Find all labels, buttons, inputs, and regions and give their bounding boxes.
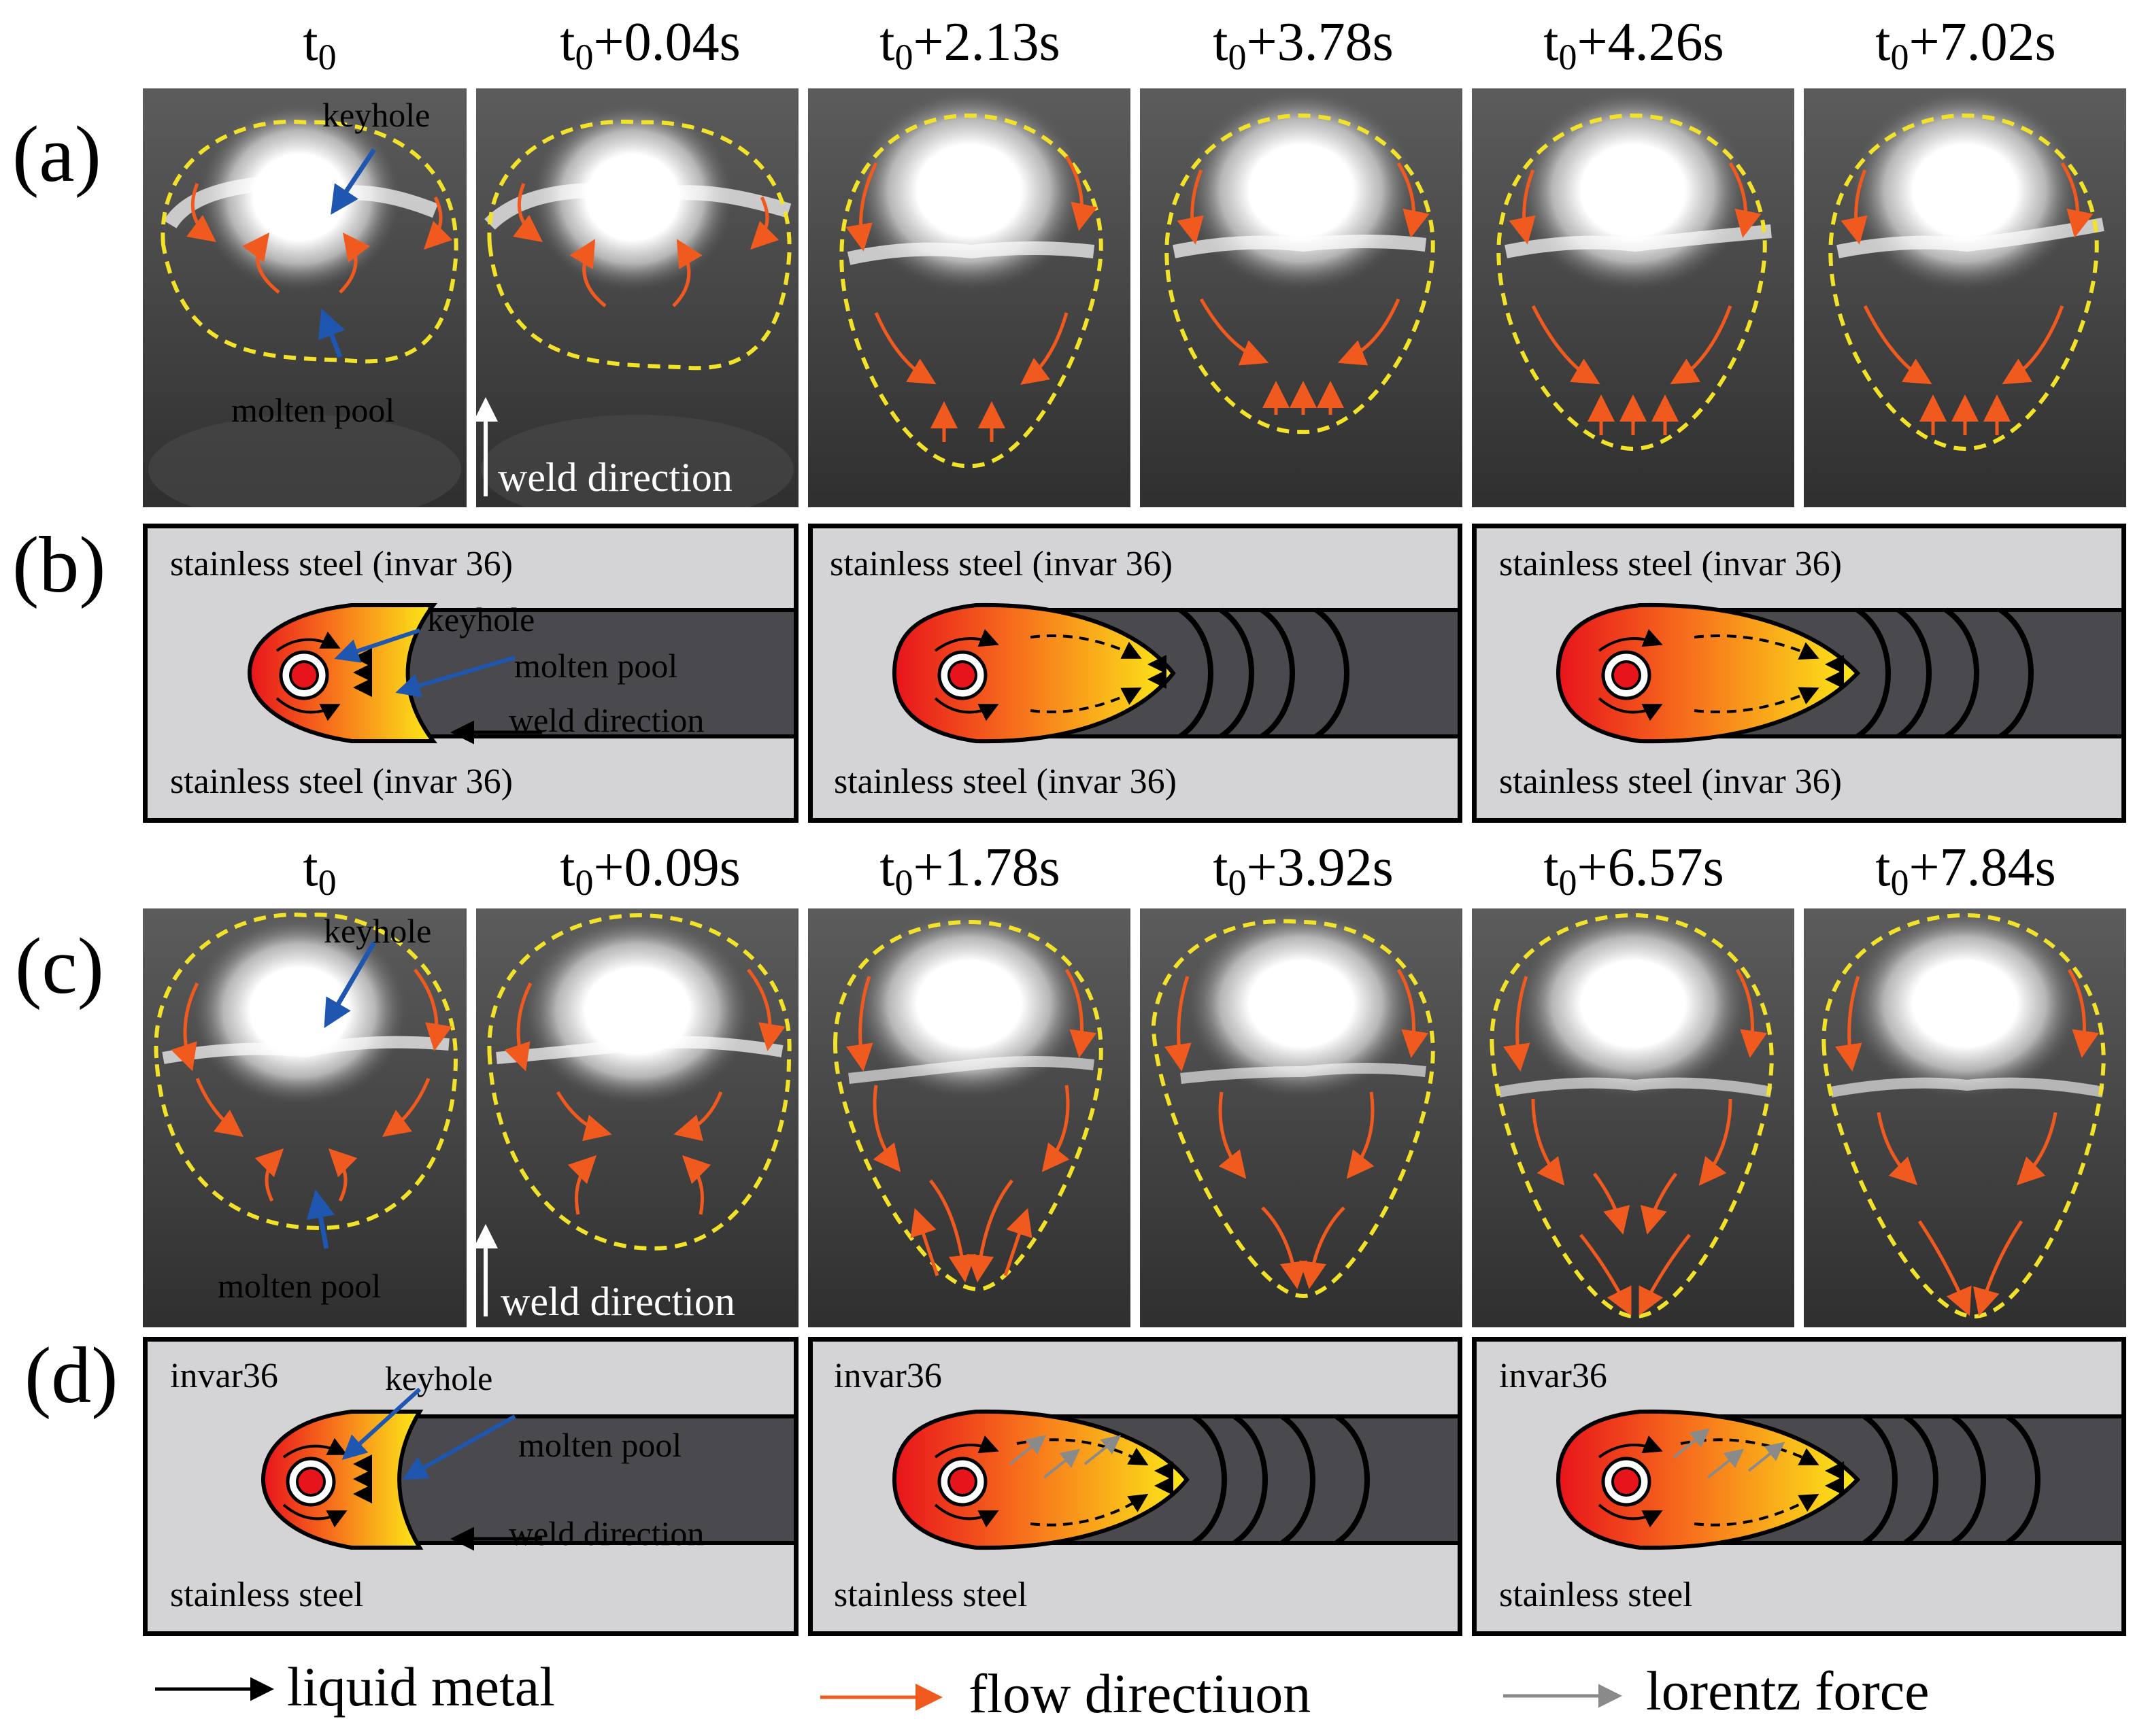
time-label: t0+4.26s — [1543, 12, 1724, 78]
weld-photo-a1 — [143, 88, 467, 507]
legend-liquid-metal-arrow — [148, 1669, 284, 1709]
legend-liquid-metal-label: liquid metal — [287, 1656, 555, 1718]
panel-label-a: (a) — [12, 109, 101, 199]
time-label: t0+0.09s — [560, 838, 741, 903]
weld-photo-a5 — [1472, 88, 1794, 507]
time-label: t0+7.84s — [1875, 838, 2056, 903]
top-material-label: stainless steel (invar 36) — [170, 545, 513, 583]
weld-direction-label: weld direction — [498, 455, 733, 500]
time-label: t0+1.78s — [879, 838, 1060, 903]
schematic-d2 — [808, 1337, 1462, 1636]
weld-direction-label: weld direction — [509, 1514, 705, 1552]
weld-photo-c4 — [1140, 908, 1462, 1327]
molten-pool-label: molten pool — [218, 1267, 382, 1305]
top-material-label: stainless steel (invar 36) — [1499, 545, 1842, 583]
time-label: t0+7.02s — [1875, 12, 2056, 78]
time-label: t0 — [303, 838, 337, 903]
bottom-material-label: stainless steel (invar 36) — [1499, 762, 1842, 801]
panel-label-d: (d) — [24, 1331, 118, 1420]
keyhole-label: keyhole — [322, 96, 431, 134]
time-label: t0+3.92s — [1213, 838, 1394, 903]
keyhole-label: keyhole — [385, 1359, 493, 1397]
legend-lorentz-force-label: lorentz force — [1646, 1660, 1930, 1722]
weld-direction-label: weld direction — [509, 701, 705, 739]
panel-label-b: (b) — [12, 520, 106, 609]
top-material-label: invar36 — [170, 1357, 278, 1395]
top-material-label: invar36 — [1499, 1357, 1607, 1395]
weld-photo-a4 — [1140, 88, 1462, 507]
legend-flow-direction-label: flow directiuon — [969, 1663, 1311, 1724]
weld-photo-c1 — [143, 908, 467, 1327]
panel-label-c: (c) — [15, 921, 104, 1010]
keyhole-label: keyhole — [427, 600, 535, 639]
schematic-d3 — [1472, 1337, 2126, 1636]
bottom-material-label: stainless steel (invar 36) — [170, 762, 513, 801]
bottom-material-label: stainless steel — [1499, 1576, 1693, 1614]
keyhole-label: keyhole — [324, 912, 432, 950]
weld-photo-c2 — [476, 908, 799, 1327]
weld-photo-a3 — [808, 88, 1130, 507]
bottom-material-label: stainless steel (invar 36) — [834, 762, 1177, 801]
legend-flow-direction-arrow — [813, 1677, 950, 1718]
weld-photo-c5 — [1472, 908, 1794, 1327]
legend-lorentz-force-arrow — [1496, 1675, 1632, 1716]
time-label: t0 — [303, 12, 337, 78]
molten-pool-label: molten pool — [231, 391, 395, 429]
weld-photo-c3 — [808, 908, 1130, 1327]
molten-pool-label: molten pool — [518, 1426, 682, 1464]
time-label: t0+6.57s — [1543, 838, 1724, 903]
bottom-material-label: stainless steel — [170, 1576, 364, 1614]
top-material-label: invar36 — [834, 1357, 942, 1395]
top-material-label: stainless steel (invar 36) — [830, 545, 1173, 583]
weld-direction-label: weld direction — [501, 1279, 735, 1324]
weld-photo-c6 — [1804, 908, 2126, 1327]
molten-pool-label: molten pool — [514, 647, 678, 685]
time-label: t0+0.04s — [560, 12, 741, 78]
schematic-d1 — [143, 1337, 799, 1636]
schematic-b3 — [1472, 524, 2126, 823]
schematic-b1 — [143, 524, 799, 823]
weld-photo-a2 — [476, 88, 799, 507]
bottom-material-label: stainless steel — [834, 1576, 1028, 1614]
schematic-b2 — [808, 524, 1462, 823]
time-label: t0+2.13s — [879, 12, 1060, 78]
weld-photo-a6 — [1804, 88, 2126, 507]
time-label: t0+3.78s — [1213, 12, 1394, 78]
